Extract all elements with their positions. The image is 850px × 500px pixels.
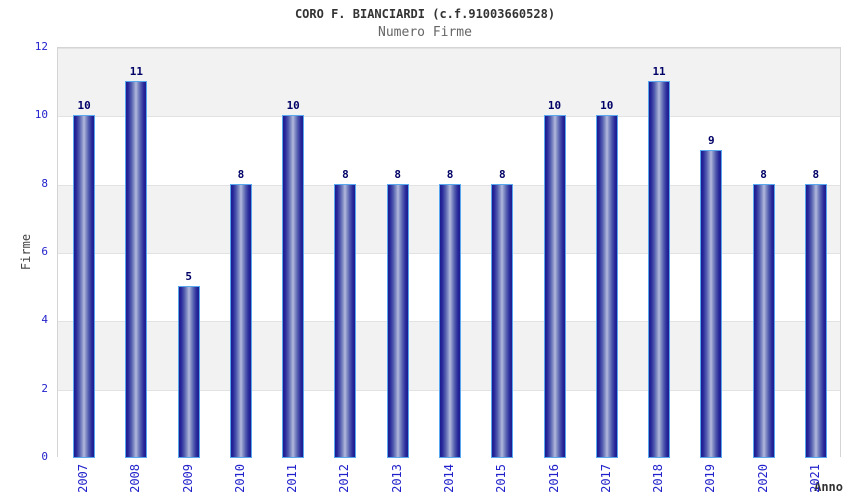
x-tick-label: 2020 <box>755 464 770 493</box>
bar-value-label: 8 <box>394 167 402 181</box>
plot-area: 10 11 5 8 10 8 8 8 8 10 10 11 9 8 8 <box>57 47 841 458</box>
bar-value-label: 10 <box>77 99 91 113</box>
gridline <box>58 48 840 49</box>
bar <box>282 115 305 458</box>
y-tick-label: 0 <box>41 450 48 463</box>
bar <box>491 183 514 458</box>
x-axis-title: Anno <box>814 480 843 494</box>
bar-value-label: 8 <box>760 167 767 181</box>
y-tick-label: 10 <box>34 108 48 122</box>
bar-value-label: 8 <box>812 167 820 181</box>
bar-value-label: 8 <box>498 167 506 181</box>
plot-band <box>58 48 840 117</box>
bar-value-label: 8 <box>342 167 349 181</box>
bar <box>595 115 618 458</box>
bar-value-label: 10 <box>600 99 614 113</box>
bar <box>334 183 357 458</box>
bar <box>125 81 148 458</box>
x-tick-label: 2021 <box>807 464 822 493</box>
bar-value-label: 8 <box>237 167 245 181</box>
bar-value-label: 10 <box>286 99 300 113</box>
x-tick-label: 2007 <box>76 464 91 493</box>
x-tick-label: 2013 <box>389 464 404 493</box>
bar-value-label: 10 <box>547 99 562 113</box>
bar <box>229 183 252 458</box>
x-tick-label: 2014 <box>442 464 456 493</box>
bar-value-label: 11 <box>652 65 666 79</box>
chart-subtitle: Numero Firme <box>378 25 472 40</box>
y-tick-label: 12 <box>34 40 48 53</box>
bar <box>439 183 461 458</box>
bar <box>386 183 409 458</box>
y-tick-label: 6 <box>41 245 48 258</box>
y-tick-label: 2 <box>41 381 48 395</box>
bar <box>543 115 566 458</box>
bar-value-label: 8 <box>446 167 454 181</box>
bar <box>700 149 723 458</box>
y-tick-label: 8 <box>41 176 48 190</box>
x-tick-label: 2009 <box>180 464 195 493</box>
x-tick-label: 2015 <box>494 464 509 493</box>
bar-value-label: 9 <box>708 133 715 147</box>
x-tick-label: 2008 <box>128 464 143 493</box>
x-tick-label: 2010 <box>232 464 247 493</box>
gridline <box>58 116 840 118</box>
bar <box>752 183 775 458</box>
x-tick-label: 2012 <box>337 464 352 493</box>
x-tick-label: 2017 <box>598 464 613 493</box>
bar <box>73 115 96 458</box>
chart-title: CORO F. BIANCIARDI (c.f.91003660528) <box>294 7 556 21</box>
x-tick-label: 2016 <box>546 464 561 493</box>
x-tick-label: 2019 <box>703 464 718 493</box>
x-tick-label: 2018 <box>651 464 666 493</box>
bar <box>177 286 200 458</box>
bar-value-label: 11 <box>129 65 144 79</box>
y-tick-label: 4 <box>41 313 48 327</box>
bar <box>648 81 671 458</box>
bar <box>804 183 827 458</box>
x-tick-label: 2011 <box>285 464 300 493</box>
bar-value-label: 5 <box>185 270 192 284</box>
